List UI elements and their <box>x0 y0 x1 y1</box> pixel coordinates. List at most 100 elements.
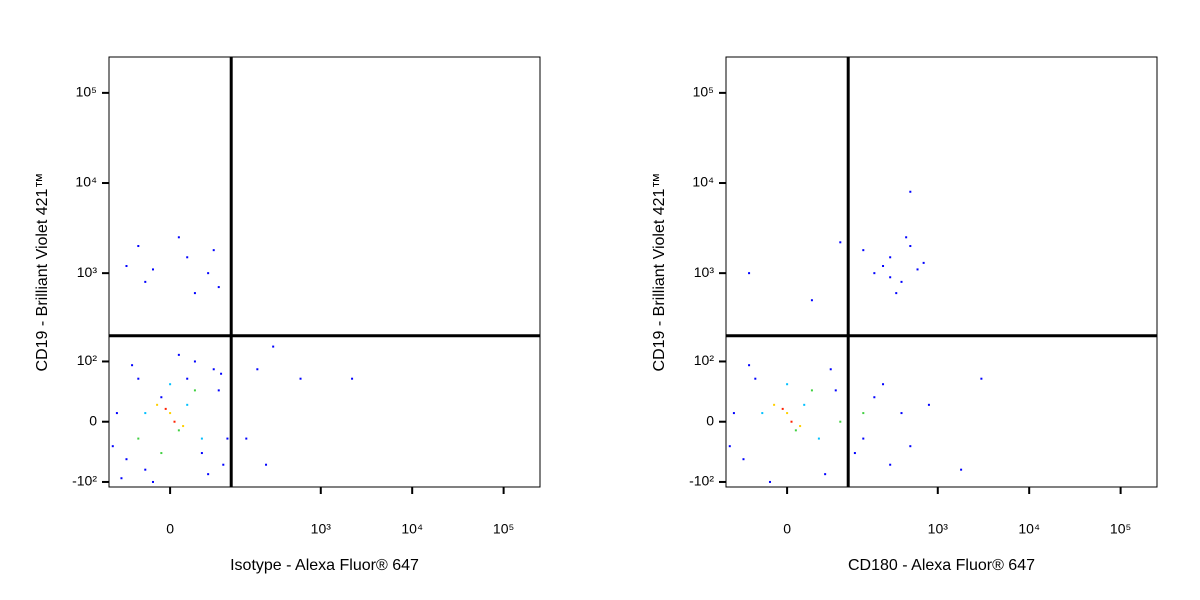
x-axis-label: CD180 - Alexa Fluor® 647 <box>848 557 1035 574</box>
event-dot <box>177 429 180 432</box>
event-dot <box>177 353 180 356</box>
event-dot <box>351 377 354 380</box>
event-dot <box>144 280 147 283</box>
event-dot <box>810 299 813 302</box>
x-tick-label: 10⁴ <box>401 521 423 537</box>
y-axis-label: CD19 - Brilliant Violet 421™ <box>34 173 51 372</box>
event-dot <box>186 403 189 406</box>
event-dot <box>862 249 865 252</box>
event-dot <box>817 437 820 440</box>
event-dot <box>882 265 885 268</box>
event-dot <box>742 458 745 461</box>
event-dot <box>909 445 912 448</box>
event-dot <box>873 272 876 275</box>
event-dot <box>834 389 837 392</box>
event-dot <box>889 256 892 259</box>
event-dot <box>137 245 140 248</box>
event-dot <box>839 420 842 423</box>
event-dot <box>217 389 220 392</box>
x-tick-label: 10⁵ <box>493 521 514 537</box>
event-dot <box>272 345 275 348</box>
event-dot <box>222 463 225 466</box>
y-tick-label: -10² <box>72 473 97 489</box>
event-dot <box>761 412 764 415</box>
y-tick-label: 10⁵ <box>76 84 97 100</box>
event-dot <box>748 272 751 275</box>
event-dot <box>164 407 167 410</box>
plot-frame <box>725 56 1158 488</box>
event-dot <box>900 412 903 415</box>
event-dot <box>895 292 898 295</box>
event-dot <box>173 420 176 423</box>
event-dot <box>200 437 203 440</box>
event-dot <box>299 377 302 380</box>
event-dot <box>200 452 203 455</box>
event-dot <box>115 412 118 415</box>
event-dot <box>137 377 140 380</box>
event-dot <box>120 477 123 480</box>
event-dot <box>790 420 793 423</box>
event-dot <box>922 261 925 264</box>
event-dot <box>212 368 215 371</box>
event-dot <box>839 241 842 244</box>
x-tick-label: 0 <box>783 521 791 537</box>
event-dot <box>220 372 223 375</box>
event-dot <box>909 190 912 193</box>
y-tick-label: 0 <box>89 412 97 428</box>
x-tick-label: 0 <box>166 521 174 537</box>
event-dot <box>177 236 180 239</box>
event-dot <box>781 407 784 410</box>
x-tick-label: 10⁴ <box>1018 521 1040 537</box>
event-dot <box>754 377 757 380</box>
event-dot <box>909 245 912 248</box>
event-dot <box>829 368 832 371</box>
event-dot <box>803 403 806 406</box>
event-dot <box>186 377 189 380</box>
event-dot <box>794 429 797 432</box>
event-dot <box>265 463 268 466</box>
event-dot <box>144 468 147 471</box>
plot-frame <box>108 56 541 488</box>
event-dot <box>226 437 229 440</box>
event-dot <box>131 364 134 367</box>
y-tick-label: 10³ <box>694 264 715 280</box>
event-dot <box>927 403 930 406</box>
event-dot <box>193 389 196 392</box>
event-dot <box>212 249 215 252</box>
event-dot <box>160 396 163 399</box>
x-axis-label: Isotype - Alexa Fluor® 647 <box>230 557 419 574</box>
event-dot <box>182 425 185 428</box>
event-dot <box>245 437 248 440</box>
x-tick-label: 10³ <box>311 521 332 537</box>
event-dot <box>810 389 813 392</box>
event-dot <box>144 412 147 415</box>
event-dot <box>156 403 159 406</box>
event-dot <box>111 445 114 448</box>
y-tick-label: 10² <box>694 352 715 368</box>
event-dot <box>186 256 189 259</box>
event-dot <box>125 265 128 268</box>
event-dot <box>882 383 885 386</box>
event-dot <box>905 236 908 239</box>
y-tick-label: 10³ <box>77 264 98 280</box>
y-tick-label: 10² <box>77 352 98 368</box>
y-tick-label: 10⁴ <box>692 174 714 190</box>
event-dot <box>862 437 865 440</box>
event-dot <box>786 383 789 386</box>
y-tick-label: 0 <box>706 412 714 428</box>
event-dot <box>160 452 163 455</box>
event-dot <box>137 437 140 440</box>
event-dot <box>207 473 210 476</box>
event-dot <box>824 473 827 476</box>
x-tick-label: 10³ <box>928 521 949 537</box>
event-dot <box>853 452 856 455</box>
event-dot <box>768 480 771 483</box>
event-dot <box>169 412 172 415</box>
event-dot <box>217 286 220 289</box>
y-tick-label: -10² <box>689 473 714 489</box>
event-dot <box>125 458 128 461</box>
y-tick-label: 10⁵ <box>693 84 714 100</box>
event-dot <box>169 383 172 386</box>
event-dot <box>960 468 963 471</box>
